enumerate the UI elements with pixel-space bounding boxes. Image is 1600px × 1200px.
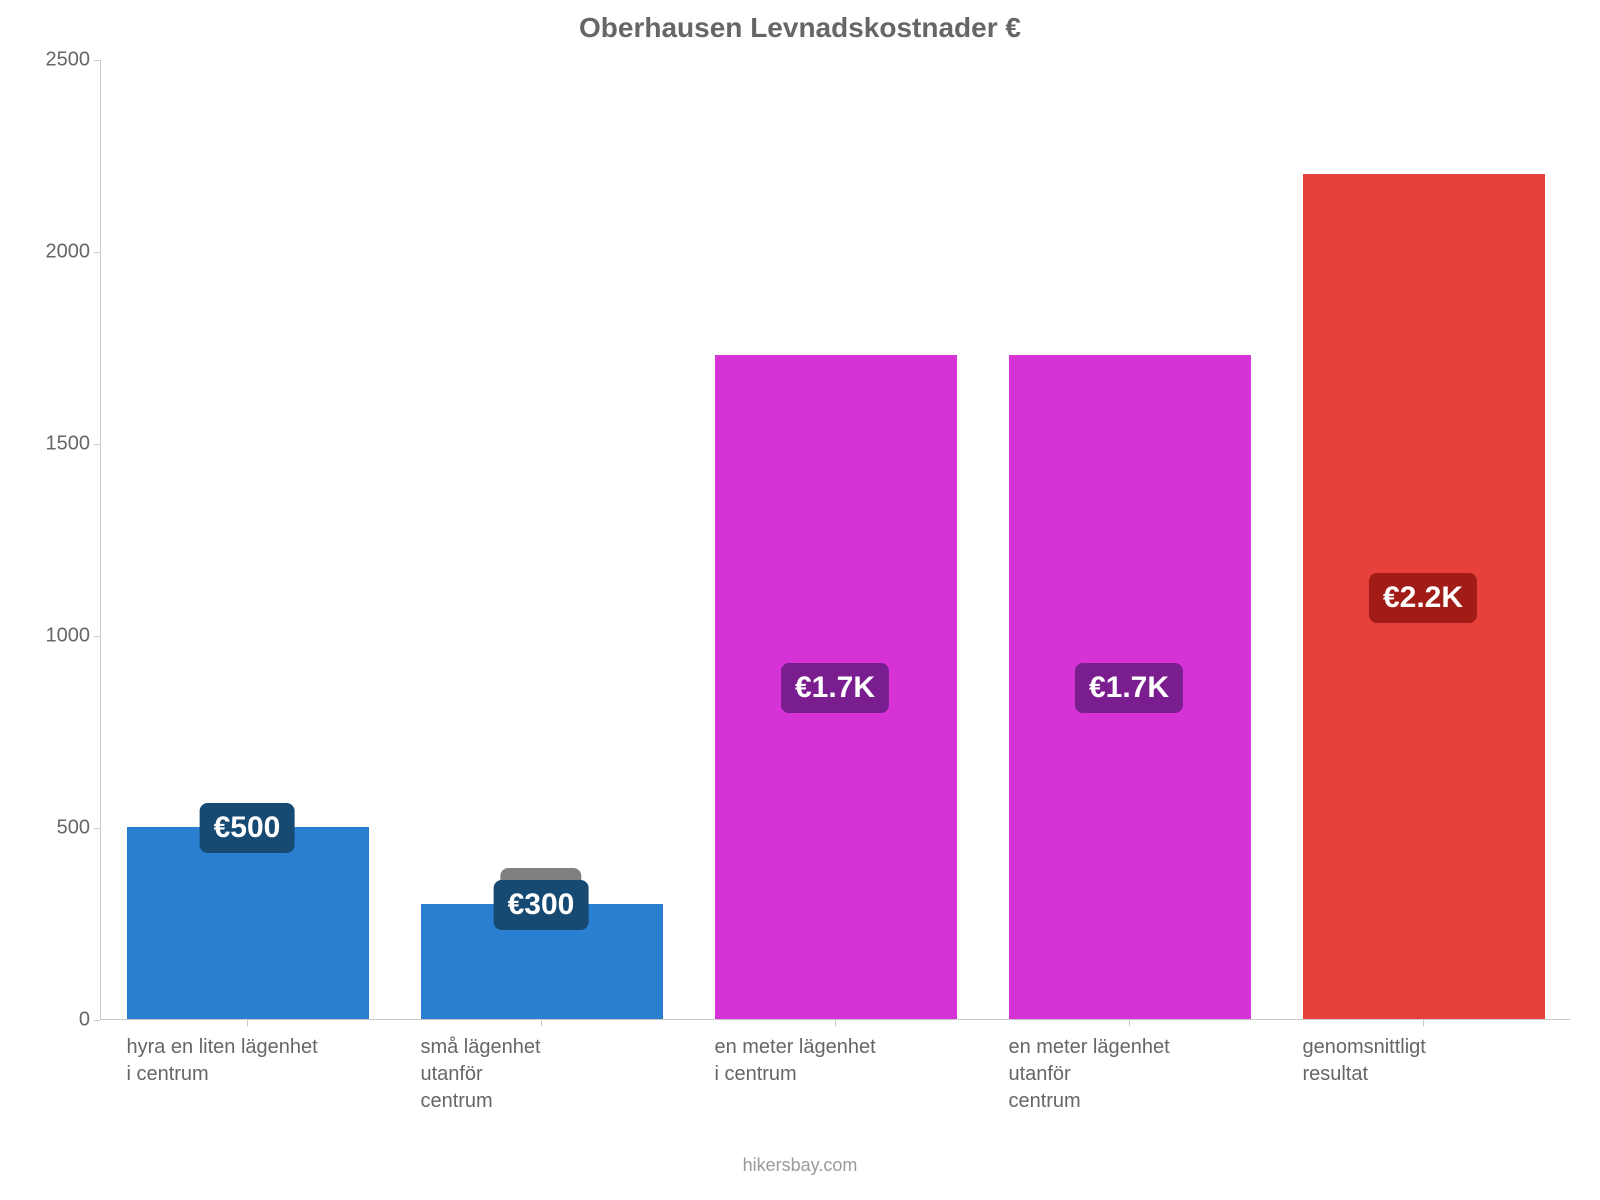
chart-title: Oberhausen Levnadskostnader € — [0, 12, 1600, 44]
x-tick-mark — [541, 1020, 542, 1026]
x-tick-mark — [1129, 1020, 1130, 1026]
x-axis-label: hyra en liten lägenhet i centrum — [126, 1034, 367, 1088]
x-tick-mark — [1423, 1020, 1424, 1026]
y-tick-mark — [94, 636, 100, 637]
y-tick-label: 1000 — [46, 625, 91, 648]
x-axis-label: genomsnittligt resultat — [1302, 1034, 1543, 1088]
x-axis-label: en meter lägenhet i centrum — [714, 1034, 955, 1088]
x-axis-label: en meter lägenhet utanför centrum — [1008, 1034, 1249, 1115]
plot-area — [100, 60, 1570, 1020]
y-tick-mark — [94, 252, 100, 253]
x-axis-label: små lägenhet utanför centrum — [420, 1034, 661, 1115]
value-badge: €2.2K — [1369, 573, 1477, 623]
x-tick-mark — [835, 1020, 836, 1026]
y-tick-mark — [94, 444, 100, 445]
x-tick-mark — [247, 1020, 248, 1026]
y-tick-mark — [94, 1020, 100, 1021]
value-badge: €1.7K — [1075, 663, 1183, 713]
y-tick-label: 2000 — [46, 241, 91, 264]
bar — [127, 827, 368, 1019]
y-tick-label: 1500 — [46, 433, 91, 456]
value-badge: €300 — [494, 880, 589, 930]
value-badge: €1.7K — [781, 663, 889, 713]
chart-container: Oberhausen Levnadskostnader € hikersbay.… — [0, 0, 1600, 1200]
y-tick-label: 2500 — [46, 49, 91, 72]
y-tick-label: 500 — [57, 817, 90, 840]
value-badge: €500 — [200, 803, 295, 853]
attribution-text: hikersbay.com — [0, 1155, 1600, 1176]
y-tick-mark — [94, 60, 100, 61]
y-tick-mark — [94, 828, 100, 829]
y-tick-label: 0 — [79, 1009, 90, 1032]
